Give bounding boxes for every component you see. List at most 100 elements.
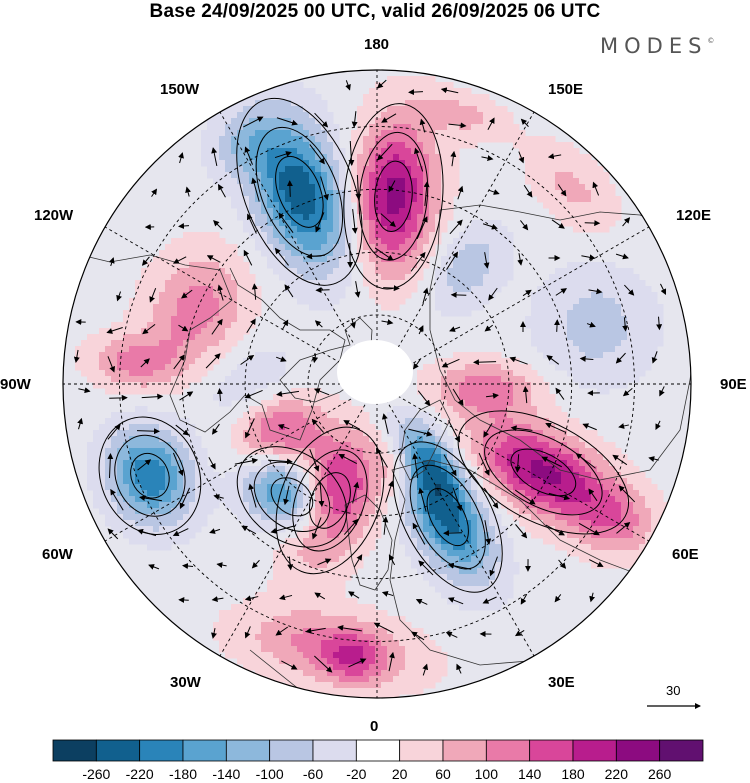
field-cell — [513, 568, 520, 575]
field-cell — [483, 298, 490, 305]
field-cell — [297, 454, 304, 461]
field-cell — [621, 328, 628, 335]
field-cell — [615, 484, 622, 491]
field-cell — [273, 244, 280, 251]
field-cell — [399, 268, 406, 275]
field-cell — [435, 388, 442, 395]
field-cell — [345, 196, 352, 203]
field-cell — [351, 436, 358, 443]
field-cell — [417, 496, 424, 503]
field-cell — [159, 460, 166, 467]
field-cell — [447, 100, 454, 107]
field-cell — [345, 484, 352, 491]
field-cell — [465, 388, 472, 395]
field-cell — [597, 556, 604, 563]
field-cell — [363, 172, 370, 179]
field-cell — [177, 478, 184, 485]
field-cell — [141, 478, 148, 485]
field-cell — [435, 358, 442, 365]
field-cell — [309, 298, 316, 305]
field-cell — [105, 502, 112, 509]
field-cell — [123, 442, 130, 449]
field-cell — [387, 106, 394, 113]
field-cell — [117, 388, 124, 395]
field-cell — [633, 484, 640, 491]
field-cell — [597, 346, 604, 353]
field-cell — [567, 364, 574, 371]
field-cell — [555, 274, 562, 281]
field-cell — [447, 124, 454, 131]
field-cell — [315, 418, 322, 425]
field-cell — [213, 346, 220, 353]
field-cell — [459, 142, 466, 149]
field-cell — [315, 190, 322, 197]
field-cell — [579, 514, 586, 521]
field-cell — [411, 100, 418, 107]
field-cell — [441, 580, 448, 587]
field-cell — [555, 178, 562, 185]
field-cell — [453, 280, 460, 287]
field-cell — [333, 232, 340, 239]
field-cell — [411, 208, 418, 215]
field-cell — [483, 592, 490, 599]
field-cell — [501, 256, 508, 263]
field-cell — [189, 496, 196, 503]
field-cell — [411, 514, 418, 521]
field-cell — [429, 142, 436, 149]
field-cell — [315, 448, 322, 455]
field-cell — [177, 364, 184, 371]
field-cell — [567, 484, 574, 491]
field-cell — [465, 514, 472, 521]
field-cell — [381, 466, 388, 473]
field-cell — [267, 580, 274, 587]
field-cell — [435, 460, 442, 467]
field-cell — [129, 496, 136, 503]
field-cell — [579, 484, 586, 491]
field-cell — [579, 292, 586, 299]
field-cell — [447, 544, 454, 551]
field-cell — [291, 598, 298, 605]
field-cell — [447, 550, 454, 557]
field-cell — [375, 484, 382, 491]
field-cell — [237, 382, 244, 389]
field-cell — [513, 508, 520, 515]
field-cell — [591, 262, 598, 269]
field-cell — [321, 562, 328, 569]
field-cell — [543, 466, 550, 473]
field-cell — [501, 598, 508, 605]
field-cell — [441, 124, 448, 131]
field-cell — [393, 268, 400, 275]
field-cell — [315, 100, 322, 107]
field-cell — [543, 298, 550, 305]
field-cell — [249, 376, 256, 383]
field-cell — [213, 250, 220, 257]
field-cell — [435, 484, 442, 491]
field-cell — [585, 310, 592, 317]
field-cell — [513, 418, 520, 425]
field-cell — [297, 232, 304, 239]
field-cell — [111, 418, 118, 425]
field-cell — [159, 388, 166, 395]
field-cell — [441, 358, 448, 365]
field-cell — [573, 520, 580, 527]
field-cell — [417, 376, 424, 383]
field-cell — [255, 94, 262, 101]
field-cell — [261, 604, 268, 611]
field-cell — [423, 520, 430, 527]
field-cell — [423, 538, 430, 545]
field-cell — [243, 358, 250, 365]
field-cell — [309, 190, 316, 197]
field-cell — [231, 304, 238, 311]
field-cell — [513, 358, 520, 365]
field-cell — [339, 520, 346, 527]
field-cell — [549, 196, 556, 203]
field-cell — [303, 460, 310, 467]
field-cell — [135, 322, 142, 329]
field-cell — [165, 424, 172, 431]
field-cell — [567, 496, 574, 503]
field-cell — [291, 112, 298, 119]
field-cell — [399, 412, 406, 419]
field-cell — [219, 238, 226, 245]
field-cell — [273, 466, 280, 473]
field-cell — [543, 316, 550, 323]
